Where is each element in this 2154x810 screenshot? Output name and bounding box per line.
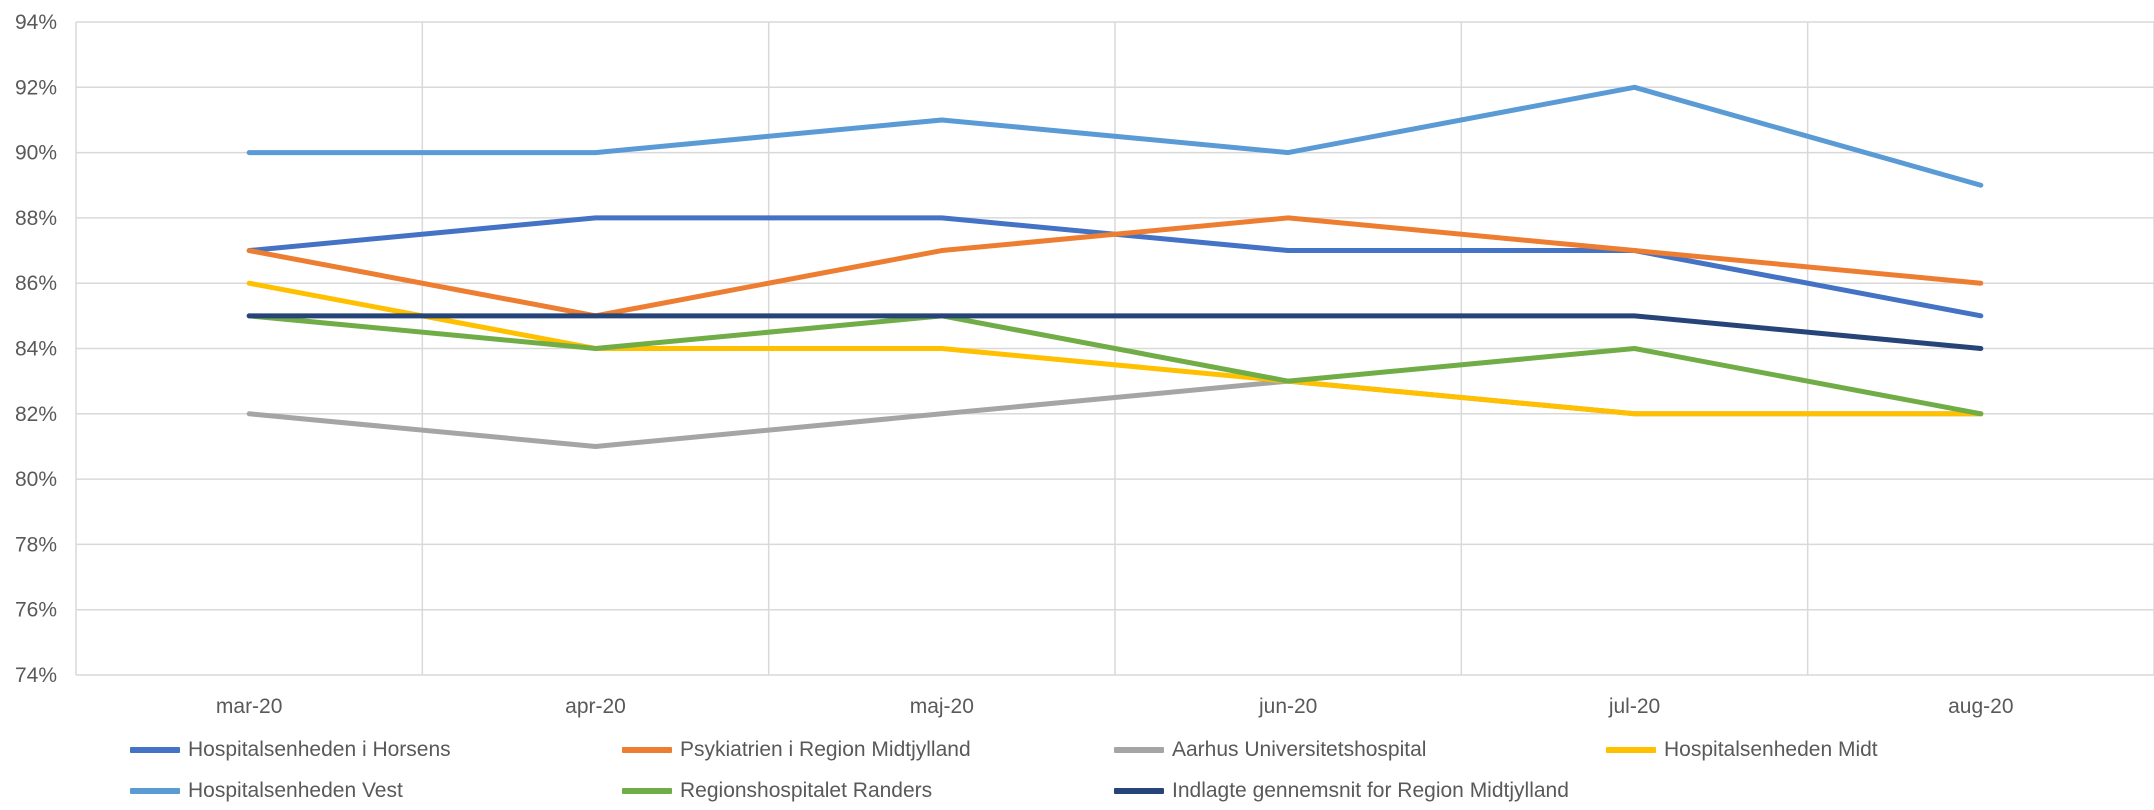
x-tick-label: apr-20 xyxy=(565,695,626,718)
chart-plot-area: 74% 76% 78% 80% 82% 84% 86% 88% 90% 92% 94% mar-20… xyxy=(15,11,2154,718)
legend-label: Hospitalsenheden Vest xyxy=(188,779,403,802)
y-tick-label: 84% xyxy=(15,338,57,361)
legend-item: Hospitalsenheden Midt xyxy=(1606,738,1878,762)
legend-label: Indlagte gennemsnit for Region Midtjylla… xyxy=(1172,779,1569,802)
legend-item: Hospitalsenheden i Horsens xyxy=(130,738,451,762)
legend-label: Regionshospitalet Randers xyxy=(680,779,933,802)
legend-item: Indlagte gennemsnit for Region Midtjylla… xyxy=(1114,779,1569,803)
legend-label: Hospitalsenheden Midt xyxy=(1664,738,1878,761)
series-line-regionshospitalet-randers xyxy=(246,313,1984,417)
legend-swatch xyxy=(1606,747,1656,753)
legend-swatch xyxy=(622,788,672,794)
legend-swatch xyxy=(130,747,180,753)
series-line-indlagte-gennemsnit-for-region-midtjylland xyxy=(246,313,1984,351)
legend-swatch xyxy=(622,747,672,753)
legend-swatch xyxy=(1114,747,1164,753)
x-tick-label: maj-20 xyxy=(910,695,974,718)
series-line-psykiatrien-i-region-midtjylland xyxy=(246,215,1984,319)
legend-item: Hospitalsenheden Vest xyxy=(130,779,403,803)
y-tick-label: 78% xyxy=(15,533,57,556)
x-axis-tick-labels: mar-20 apr-20 maj-20 jun-20 jul-20 aug-20 xyxy=(216,695,2014,718)
legend-label: Psykiatrien i Region Midtjylland xyxy=(680,738,971,761)
legend-label: Hospitalsenheden i Horsens xyxy=(188,738,451,761)
x-tick-label: jun-20 xyxy=(1258,695,1317,718)
y-tick-label: 88% xyxy=(15,207,57,230)
legend-swatch xyxy=(130,788,180,794)
series-line-hospitalsenheden-vest xyxy=(246,84,1984,188)
y-tick-label: 82% xyxy=(15,403,57,426)
y-tick-label: 90% xyxy=(15,142,57,165)
y-tick-label: 74% xyxy=(15,664,57,687)
x-tick-label: aug-20 xyxy=(1948,695,2013,718)
y-axis-tick-labels: 74% 76% 78% 80% 82% 84% 86% 88% 90% 92% 94% xyxy=(15,11,57,687)
legend-label: Aarhus Universitetshospital xyxy=(1172,738,1427,761)
series-lines xyxy=(246,84,1984,449)
legend-item: Regionshospitalet Randers xyxy=(622,779,932,803)
legend-swatch xyxy=(1114,788,1164,794)
y-tick-label: 86% xyxy=(15,272,57,295)
y-tick-label: 92% xyxy=(15,76,57,99)
y-tick-label: 94% xyxy=(15,11,57,34)
y-tick-label: 76% xyxy=(15,599,57,622)
legend-item: Aarhus Universitetshospital xyxy=(1114,738,1426,762)
legend-item: Psykiatrien i Region Midtjylland xyxy=(622,738,971,762)
x-tick-label: mar-20 xyxy=(216,695,283,718)
x-tick-label: jul-20 xyxy=(1608,695,1660,718)
y-tick-label: 80% xyxy=(15,468,57,491)
series-line-hospitalsenheden-midt xyxy=(246,280,1984,417)
